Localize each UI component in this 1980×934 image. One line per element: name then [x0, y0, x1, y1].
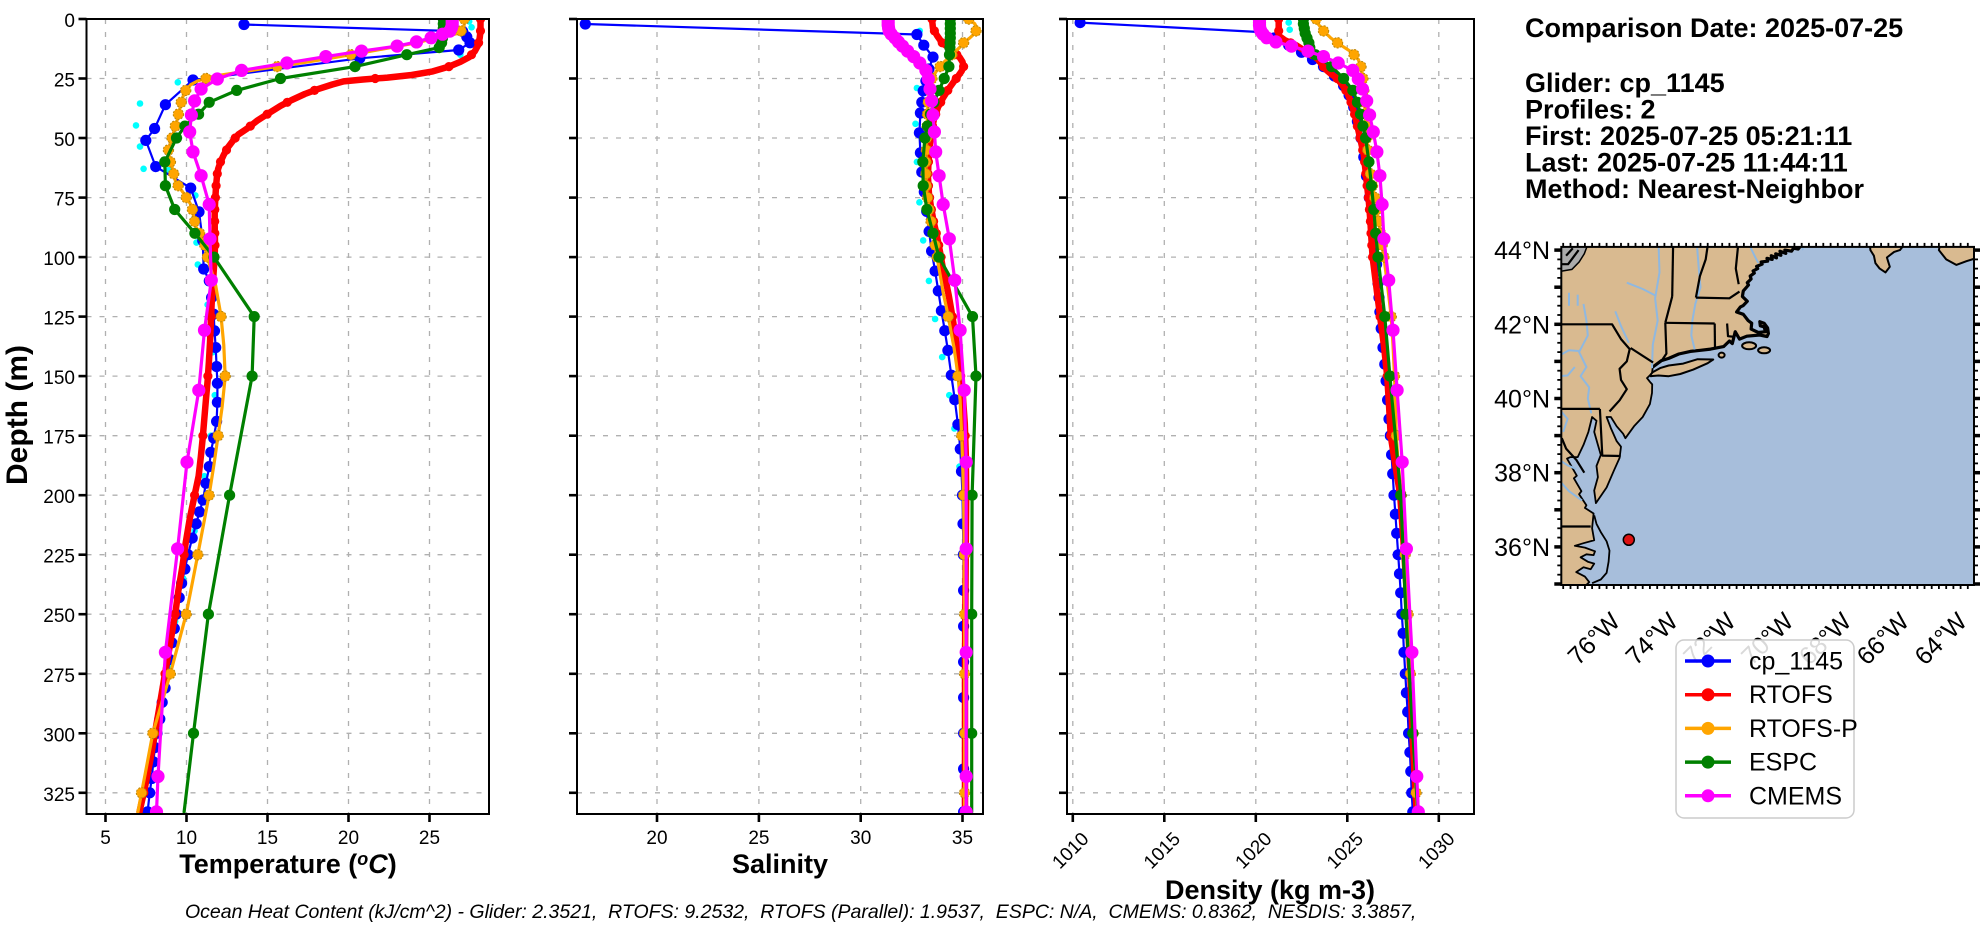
svg-text:0: 0 [64, 11, 75, 32]
svg-text:25: 25 [419, 828, 440, 849]
svg-text:ESPC: ESPC [1749, 749, 1817, 777]
svg-text:40°N: 40°N [1494, 386, 1550, 414]
svg-text:275: 275 [43, 666, 75, 687]
svg-text:44°N: 44°N [1494, 237, 1550, 265]
svg-text:250: 250 [43, 606, 75, 627]
svg-text:Profiles: 2: Profiles: 2 [1525, 95, 1656, 125]
svg-text:225: 225 [43, 547, 75, 568]
svg-text:38°N: 38°N [1494, 460, 1550, 488]
svg-text:Ocean Heat Content (kJ/cm^2) -: Ocean Heat Content (kJ/cm^2) - Glider: 2… [185, 901, 1416, 923]
svg-text:20: 20 [338, 828, 359, 849]
svg-text:Density (kg m-3): Density (kg m-3) [1165, 875, 1375, 905]
svg-text:36°N: 36°N [1494, 534, 1550, 562]
svg-text:325: 325 [43, 785, 75, 806]
svg-text:Glider: cp_1145: Glider: cp_1145 [1525, 68, 1725, 98]
svg-text:Method: Nearest-Neighbor: Method: Nearest-Neighbor [1525, 174, 1865, 204]
svg-text:25: 25 [54, 71, 75, 92]
svg-text:Last: 2025-07-25 11:44:11: Last: 2025-07-25 11:44:11 [1525, 148, 1848, 178]
svg-text:75: 75 [54, 190, 75, 211]
svg-text:cp_1145: cp_1145 [1749, 648, 1843, 676]
svg-text:25: 25 [748, 828, 769, 849]
svg-text:First: 2025-07-25 05:21:11: First: 2025-07-25 05:21:11 [1525, 121, 1852, 151]
svg-text:CMEMS: CMEMS [1749, 782, 1842, 810]
svg-text:Depth (m): Depth (m) [1, 345, 34, 485]
svg-text:15: 15 [257, 828, 278, 849]
svg-text:300: 300 [43, 725, 75, 746]
svg-text:20: 20 [646, 828, 667, 849]
svg-text:10: 10 [176, 828, 197, 849]
svg-text:42°N: 42°N [1494, 311, 1550, 339]
svg-text:30: 30 [850, 828, 871, 849]
svg-text:175: 175 [43, 428, 75, 449]
svg-text:Salinity: Salinity [732, 849, 828, 879]
svg-text:5: 5 [100, 828, 111, 849]
svg-text:50: 50 [54, 130, 75, 151]
svg-text:Comparison Date: 2025-07-25: Comparison Date: 2025-07-25 [1525, 13, 1903, 43]
svg-text:RTOFS-P: RTOFS-P [1749, 715, 1858, 743]
svg-text:200: 200 [43, 487, 75, 508]
svg-text:125: 125 [43, 309, 75, 330]
svg-text:100: 100 [43, 249, 75, 270]
svg-text:RTOFS: RTOFS [1749, 681, 1833, 709]
svg-text:150: 150 [43, 368, 75, 389]
svg-text:35: 35 [952, 828, 973, 849]
svg-text:Temperature (oC): Temperature (oC) [179, 849, 397, 879]
